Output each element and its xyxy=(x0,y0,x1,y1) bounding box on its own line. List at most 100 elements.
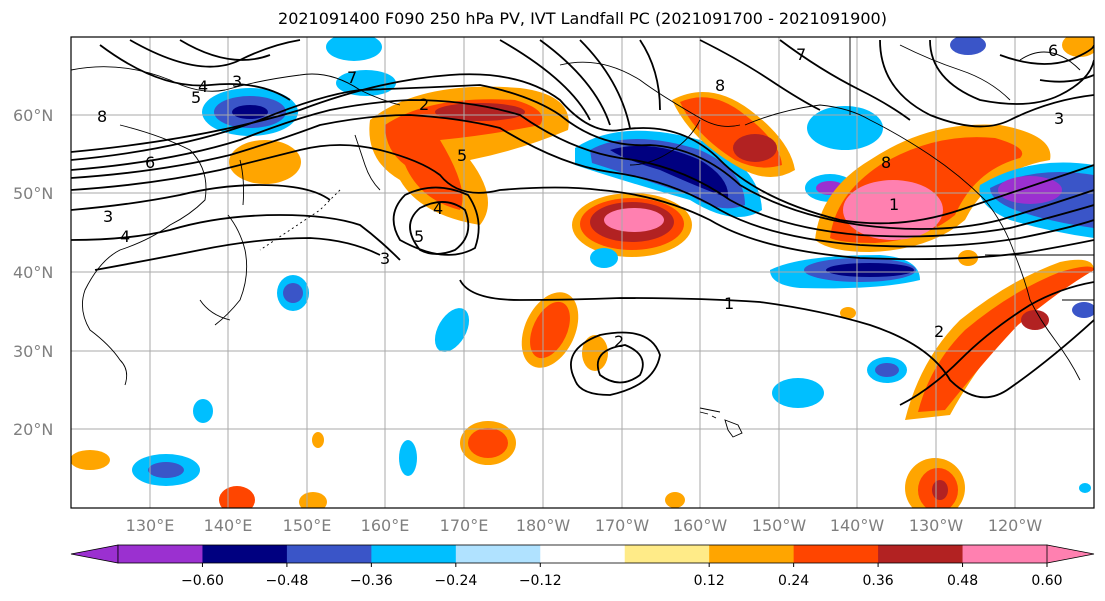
contour-label: 5 xyxy=(191,88,201,107)
pv-blob-pos xyxy=(385,99,543,210)
pv-blob-pos xyxy=(530,301,570,359)
pv-blob-pos xyxy=(582,335,608,371)
pv-blob-neg xyxy=(807,106,883,150)
contour-label: 3 xyxy=(103,207,113,226)
pv-blob-pos xyxy=(312,432,324,448)
colorbar-tick-label: 0.48 xyxy=(947,573,978,589)
pv-blob-pos xyxy=(843,180,943,240)
pv-blob-neg xyxy=(998,176,1062,204)
pv-blob-neg xyxy=(826,263,914,277)
colorbar-segment xyxy=(540,545,626,563)
lon-tick-label: 130°W xyxy=(909,516,964,535)
contour-label: 2 xyxy=(419,95,429,114)
pv-blob-pos xyxy=(299,492,327,508)
contour-label: 4 xyxy=(198,77,208,96)
contour-label: 1 xyxy=(724,294,734,313)
lon-tick-label: 180°W xyxy=(516,516,571,535)
contour-label: 8 xyxy=(715,76,725,95)
pv-blob-neg xyxy=(232,105,268,119)
pv-blob-pos xyxy=(932,480,948,500)
contour-label: 3 xyxy=(232,72,242,91)
pv-blob-neg xyxy=(326,37,382,61)
colorbar-segment xyxy=(286,545,372,563)
lon-tick-label: 150°W xyxy=(752,516,807,535)
lon-tick-label: 170°E xyxy=(440,516,489,535)
contour-label: 7 xyxy=(796,45,806,64)
colorbar-tick-label: 0.24 xyxy=(778,573,809,589)
map-frame xyxy=(70,36,1095,509)
colorbar-segment xyxy=(793,545,879,563)
pv-blob-neg xyxy=(1072,302,1094,318)
contour-label: 3 xyxy=(1054,109,1064,128)
lon-tick-label: 150°E xyxy=(283,516,332,535)
lat-tick-label: 60°N xyxy=(13,106,53,125)
pv-blob-pos xyxy=(71,450,110,470)
lon-tick-label: 160°E xyxy=(361,516,410,535)
colorbar-extend-min xyxy=(70,544,119,564)
contour-label: 1 xyxy=(889,195,899,214)
contour-label: 7 xyxy=(347,68,357,87)
contour-label: 6 xyxy=(1048,41,1058,60)
lon-tick-label: 120°W xyxy=(988,516,1043,535)
colorbar-frame xyxy=(117,544,1048,564)
colorbar-tick-label: −0.12 xyxy=(519,573,562,589)
lat-axis: 60°N 50°N 40°N 30°N 20°N xyxy=(13,106,53,439)
pv-blob-pos xyxy=(229,140,301,184)
colorbar-segment xyxy=(624,545,710,563)
lat-tick-label: 30°N xyxy=(13,342,53,361)
pv-blob-neg xyxy=(193,399,213,423)
pv-blob-neg xyxy=(772,378,824,408)
pv-blob-neg xyxy=(875,363,899,377)
colorbar-segment xyxy=(962,545,1048,563)
colorbar-segment xyxy=(371,545,457,563)
contour-label: 4 xyxy=(120,227,130,246)
ivt-contours xyxy=(71,39,1094,406)
pv-blob-pos xyxy=(1021,310,1049,330)
colorbar-tick-label: 0.12 xyxy=(694,573,725,589)
pv-blob-pos xyxy=(468,428,508,458)
map-title: 2021091400 F090 250 hPa PV, IVT Landfall… xyxy=(278,9,887,28)
lon-tick-label: 160°W xyxy=(673,516,728,535)
colorbar-segment xyxy=(202,545,288,563)
contour-label: 8 xyxy=(97,107,107,126)
contour-label: 8 xyxy=(881,153,891,172)
graticule xyxy=(71,37,1094,508)
colorbar-segment xyxy=(455,545,541,563)
colorbar: −0.60 −0.48 −0.36 −0.24 −0.12 0.12 0.24 0.36 0.4… xyxy=(70,544,1095,589)
pv-shading xyxy=(71,37,1094,508)
lon-tick-label: 130°E xyxy=(126,516,175,535)
pv-blob-neg xyxy=(434,308,470,352)
colorbar-segment xyxy=(118,545,203,563)
pv-blob-pos xyxy=(219,486,255,508)
colorbar-segment xyxy=(878,545,964,563)
contour-label: 4 xyxy=(433,199,443,218)
pv-blob-pos xyxy=(665,492,685,508)
contour-label: 2 xyxy=(934,322,944,341)
colorbar-segment xyxy=(709,545,795,563)
colorbar-tick-label: 0.60 xyxy=(1031,573,1062,589)
colorbar-extend-max xyxy=(1046,544,1095,564)
contour-label: 5 xyxy=(457,146,467,165)
pv-blob-neg xyxy=(590,248,618,268)
contour-label: 2 xyxy=(614,332,624,351)
contour-labels: 4 3 5 8 6 3 4 2 7 5 4 5 3 8 7 6 8 1 1 2 … xyxy=(97,41,1064,351)
contour-label: 5 xyxy=(414,227,424,246)
pv-blob-pos xyxy=(840,307,856,319)
contour-label: 3 xyxy=(380,249,390,268)
colorbar-tick-label: −0.36 xyxy=(350,573,393,589)
colorbar-tick-label: 0.36 xyxy=(863,573,894,589)
colorbar-tick-label: −0.48 xyxy=(265,573,308,589)
pv-blob-neg xyxy=(950,37,986,55)
lon-axis: 130°E 140°E 150°E 160°E 170°E 180°W 170°… xyxy=(126,516,1043,535)
lat-tick-label: 50°N xyxy=(13,184,53,203)
pv-blob-pos xyxy=(435,103,525,121)
lon-tick-label: 140°W xyxy=(830,516,885,535)
lat-tick-label: 40°N xyxy=(13,263,53,282)
pv-blob-neg xyxy=(148,462,184,478)
lon-tick-label: 140°E xyxy=(204,516,253,535)
pv-blob-neg xyxy=(399,440,417,476)
pv-blob-pos xyxy=(918,266,1094,412)
pv-blob-neg xyxy=(283,283,303,303)
colorbar-tick-label: −0.60 xyxy=(181,573,224,589)
